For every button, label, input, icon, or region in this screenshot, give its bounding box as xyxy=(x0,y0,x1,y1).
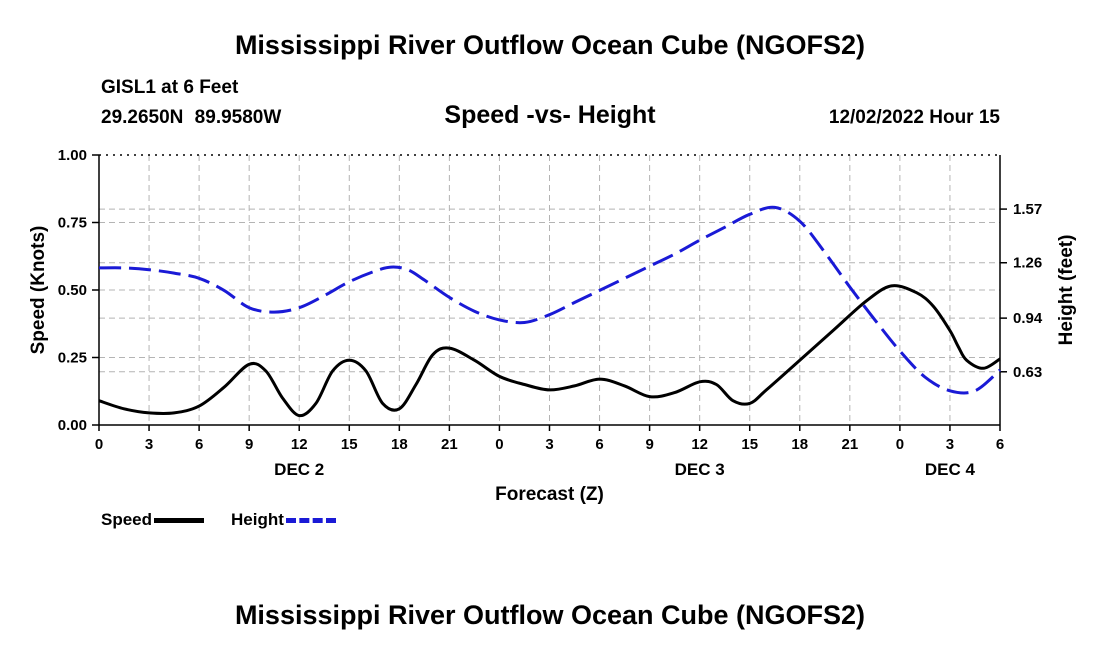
legend-speed-swatch xyxy=(154,518,205,524)
y-tick-label: 0.50 xyxy=(58,282,87,299)
x-tick-label: 18 xyxy=(391,436,408,453)
y-tick-label: 0.75 xyxy=(58,215,87,232)
y-tick-label: 1.00 xyxy=(58,147,87,164)
x-tick-label: 0 xyxy=(95,436,103,453)
x-tick-label: 6 xyxy=(595,436,603,453)
station-coordinates: 29.2650N 89.9580W xyxy=(101,107,282,128)
y-axis-label: Speed (Knots) xyxy=(28,226,49,355)
y-tick-label: 0.25 xyxy=(58,350,87,367)
y2-tick-label: 0.63 xyxy=(1013,364,1042,381)
speed-series-line xyxy=(98,284,1001,418)
forecast-datetime: 12/02/2022 Hour 15 xyxy=(828,107,1000,128)
x-tick-label: 21 xyxy=(841,436,858,453)
x-tick-label: 3 xyxy=(545,436,553,453)
x-tick-label: 6 xyxy=(195,436,203,453)
x-tick-label: 9 xyxy=(645,436,653,453)
x-axis-label: Forecast (Z) xyxy=(495,484,604,505)
legend-speed-label: Speed xyxy=(101,510,153,529)
y2-tick-label: 1.57 xyxy=(1013,201,1042,218)
y2-axis-label: Height (feet) xyxy=(1056,235,1077,346)
x-tick-label: 12 xyxy=(291,436,308,453)
next-chart-title: Mississippi River Outflow Ocean Cube (NG… xyxy=(234,600,866,630)
x-tick-label: 15 xyxy=(341,436,358,453)
x-tick-label: 12 xyxy=(691,436,708,453)
y-tick-label: 0.00 xyxy=(58,417,87,434)
x-tick-label: 18 xyxy=(791,436,808,453)
x-tick-label: 3 xyxy=(145,436,153,453)
station-label: GISL1 at 6 Feet xyxy=(101,77,239,98)
legend-height-label: Height xyxy=(231,510,284,529)
day-label: DEC 2 xyxy=(274,460,324,479)
x-tick-label: 0 xyxy=(495,436,503,453)
chart-subtitle: Speed -vs- Height xyxy=(444,101,656,129)
x-tick-label: 21 xyxy=(441,436,458,453)
legend-height-swatch xyxy=(285,518,336,524)
x-tick-label: 9 xyxy=(245,436,253,453)
x-tick-label: 15 xyxy=(741,436,758,453)
x-tick-label: 6 xyxy=(996,436,1004,453)
y2-tick-label: 0.94 xyxy=(1013,310,1043,327)
day-label: DEC 3 xyxy=(675,460,725,479)
day-label: DEC 4 xyxy=(925,460,976,479)
height-series-line xyxy=(98,205,1001,395)
x-tick-label: 0 xyxy=(896,436,904,453)
legend-height: Height xyxy=(231,510,336,530)
chart-main-title: Mississippi River Outflow Ocean Cube (NG… xyxy=(234,30,866,60)
y2-tick-label: 1.26 xyxy=(1013,255,1042,272)
x-tick-label: 3 xyxy=(946,436,954,453)
legend-speed: Speed xyxy=(101,510,205,530)
